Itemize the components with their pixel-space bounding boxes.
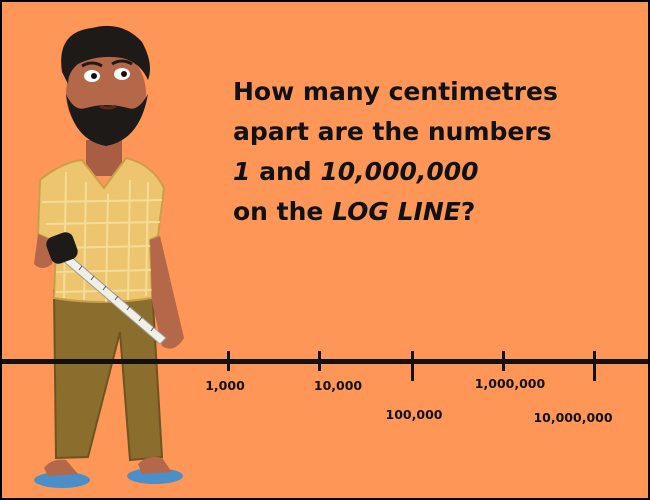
shirt [36,156,166,303]
and-word: and [250,157,321,186]
number-ten-million: 10,000,000 [320,157,479,186]
tape-case [46,232,78,264]
tape-marks [78,265,155,332]
label-1000: 1,000 [205,378,245,393]
tick-100000 [411,351,414,381]
hair [61,25,151,84]
question-mark: ? [460,197,476,226]
beard [66,94,148,146]
on-the-text: on the [233,197,333,226]
question-line-3: 1 and 10,000,000 [233,152,633,192]
label-100000: 100,000 [385,407,443,422]
right-foot [138,456,172,474]
tick-10000000 [593,351,596,381]
number-one: 1 [233,157,251,186]
right-arm [150,236,184,349]
log-line-term: LOG LINE [332,197,461,226]
label-10000000: 10,000,000 [533,410,613,425]
tick-1000000 [502,351,505,371]
question-line-1: How many centimetres [233,77,558,106]
label-10000: 10,000 [313,378,363,393]
mouth [99,104,117,110]
tick-1000 [227,351,230,371]
question-text: How many centimetres apart are the numbe… [233,72,633,232]
question-line-4: on the LOG LINE? [233,192,633,232]
trousers [52,285,164,462]
question-line-2: apart are the numbers [233,117,552,146]
man-illustration [34,25,184,488]
tick-10000 [318,351,321,371]
left-foot [44,459,78,476]
label-1000000: 1,000,000 [474,376,546,391]
number-line [2,359,648,364]
